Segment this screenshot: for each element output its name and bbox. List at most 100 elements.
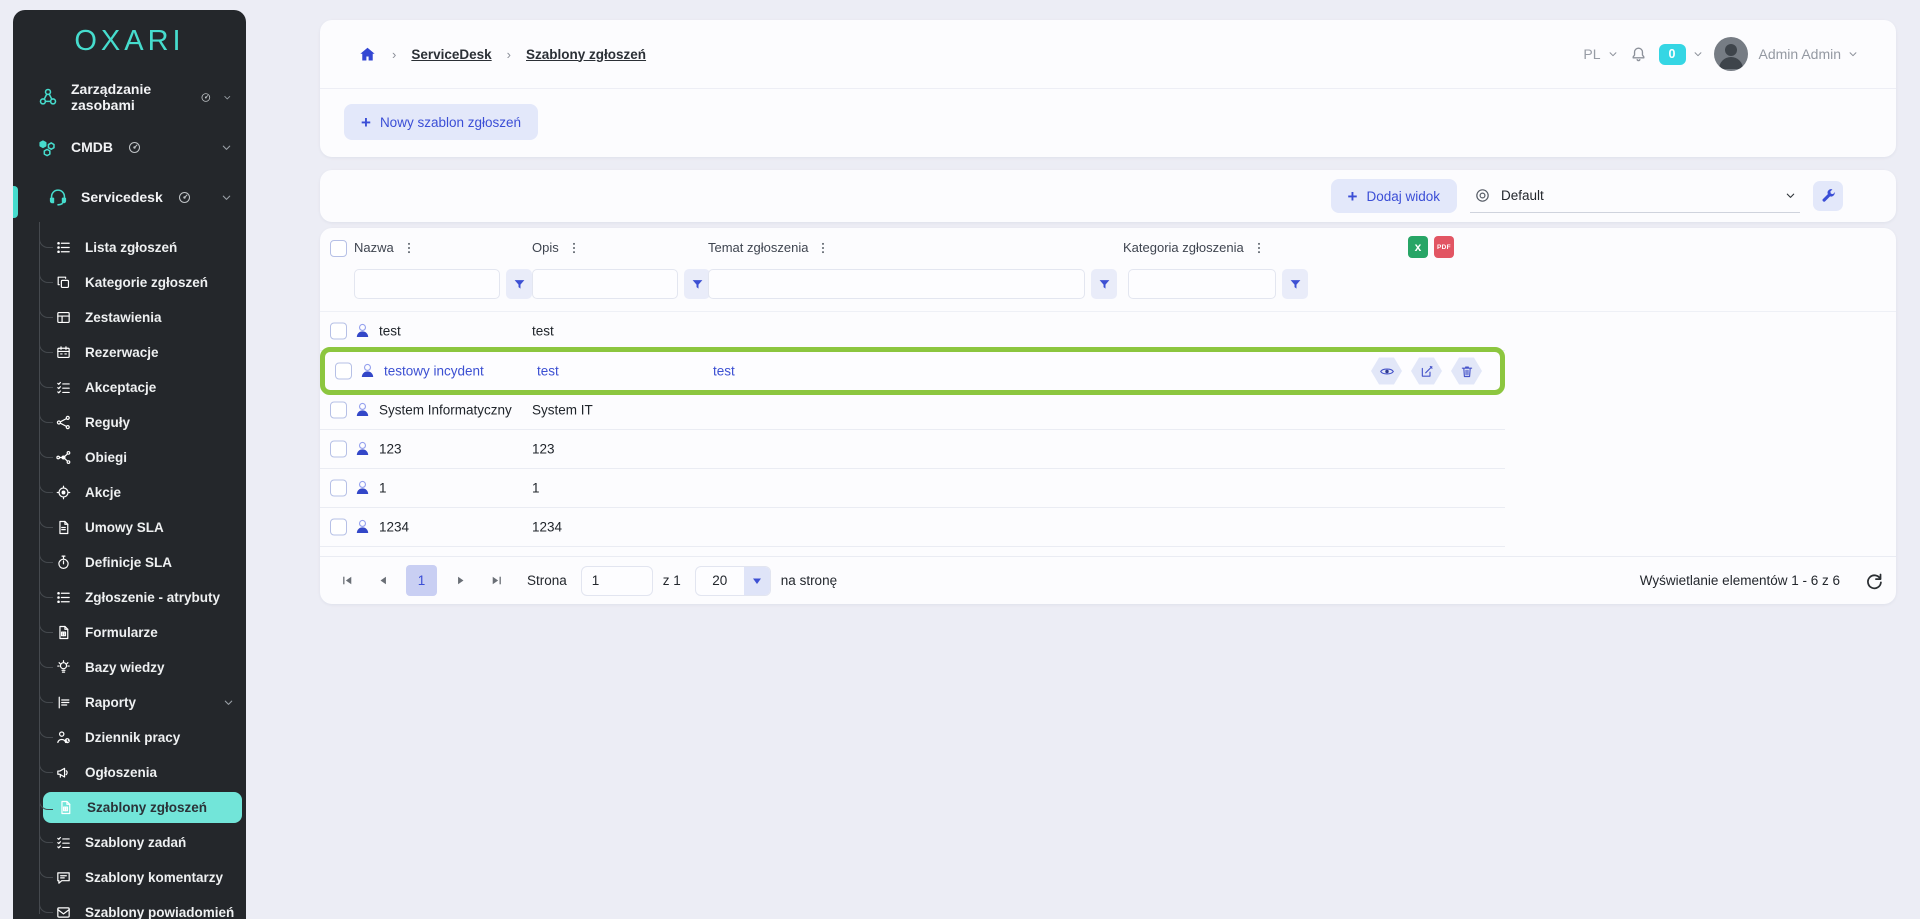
filter-kategoria-input[interactable] [1128,269,1276,299]
sidebar-item[interactable]: Szablony komentarzy [13,860,246,895]
edit-row-button[interactable] [1411,357,1442,385]
filter-kategoria-button[interactable] [1282,269,1308,299]
table-row[interactable]: System Informatyczny System IT [320,391,1505,430]
add-view-button[interactable]: + Dodaj widok [1330,179,1457,213]
item-icon [55,659,72,676]
page-number-input[interactable] [580,565,653,596]
gauge-icon [200,90,212,105]
filter-opis-button[interactable] [684,269,710,299]
column-menu-icon[interactable] [402,241,416,255]
funnel-icon [691,278,704,291]
section-icon [37,136,59,158]
new-template-button[interactable]: + Nowy szablon zgłoszeń [344,104,539,140]
cell-nazwa: 1 [354,480,387,497]
table-row[interactable]: 1 1 [320,469,1505,508]
sidebar-item[interactable]: Akceptacje [13,370,246,405]
template-person-icon [354,402,371,419]
row-checkbox[interactable] [330,479,347,497]
breadcrumb-servicedesk[interactable]: ServiceDesk [411,46,492,62]
table-row[interactable]: test test [320,312,1505,351]
prev-page-icon [377,574,390,587]
table-row[interactable]: 123 123 [320,430,1505,469]
breadcrumb-current[interactable]: Szablony zgłoszeń [526,46,647,62]
chevron-down-icon [1785,190,1796,201]
export-excel-icon[interactable]: x [1408,236,1428,258]
sidebar-item[interactable]: Szablony zadań [13,825,246,860]
sidebar-item[interactable]: Umowy SLA [13,510,246,545]
select-all-checkbox[interactable] [330,240,347,257]
column-menu-icon[interactable] [567,241,581,255]
last-page-button[interactable] [483,568,509,594]
table-row[interactable]: testowy incydent test test [320,347,1505,395]
language-label: PL [1583,46,1601,62]
row-checkbox[interactable] [330,440,347,458]
column-menu-icon[interactable] [1252,241,1266,255]
sidebar-item[interactable]: Szablony zgłoszeń [39,792,242,823]
cell-opis: 1 [532,480,540,496]
sidebar-section[interactable]: CMDB [13,122,246,172]
avatar[interactable] [1713,37,1748,71]
item-label: Bazy wiedzy [85,660,165,675]
home-icon[interactable] [358,45,377,64]
prev-page-button[interactable] [370,568,396,594]
sidebar-section[interactable]: Servicedesk [13,172,246,222]
filter-opis-input[interactable] [532,269,678,299]
notifications-bell-icon[interactable] [1629,45,1648,64]
cell-opis: test [532,323,554,339]
sidebar-item[interactable]: Zgłoszenie - atrybuty [13,580,246,615]
sidebar-item[interactable]: Szablony powiadomień [13,895,246,919]
breadcrumb: › ServiceDesk › Szablony zgłoszeń PL 0 A… [320,20,1896,89]
current-page-button[interactable]: 1 [406,565,437,596]
table-row[interactable]: 1234 1234 [320,508,1505,547]
user-menu[interactable]: Admin Admin [1759,46,1858,62]
page-label: Strona [527,573,567,588]
item-icon [55,309,72,326]
chevron-down-icon [1848,49,1858,59]
first-page-icon [341,574,354,587]
first-page-button[interactable] [334,568,360,594]
sidebar-item[interactable]: Zestawienia [13,300,246,335]
view-settings-button[interactable] [1813,181,1843,211]
sidebar-item[interactable]: Bazy wiedzy [13,650,246,685]
sidebar-item[interactable]: Lista zgłoszeń [13,230,246,265]
refresh-icon [1864,571,1884,591]
page-of-total: z 1 [662,573,681,588]
sidebar-item[interactable]: Dziennik pracy [13,720,246,755]
user-name: Admin Admin [1758,46,1841,62]
filter-nazwa-button[interactable] [506,269,532,299]
sidebar-item[interactable]: Definicje SLA [13,545,246,580]
delete-row-button[interactable] [1451,357,1482,385]
filter-temat-input[interactable] [708,269,1085,299]
column-menu-icon[interactable] [816,241,830,255]
filter-nazwa-input[interactable] [354,269,500,299]
app-logo[interactable]: OXARI [74,24,185,57]
gauge-icon [177,190,192,205]
row-checkbox[interactable] [330,518,347,536]
sidebar-item[interactable]: Obiegi [13,440,246,475]
column-header-kategoria: Kategoria zgłoszenia [1123,240,1266,255]
sidebar-item[interactable]: Reguły [13,405,246,440]
sidebar-item[interactable]: Kategorie zgłoszeń [13,265,246,300]
view-row-button[interactable] [1371,357,1402,385]
export-pdf-icon[interactable]: PDF [1434,236,1454,258]
sidebar-section[interactable]: Zarządzanie zasobami [13,72,246,122]
row-checkbox[interactable] [330,322,347,340]
row-checkbox[interactable] [335,362,352,380]
sidebar-item[interactable]: Raporty [13,685,246,720]
wrench-icon [1820,188,1837,205]
table-header: Nazwa Opis Temat zgłoszenia Kategoria zg… [320,228,1896,312]
item-icon [55,239,72,256]
row-checkbox[interactable] [330,401,347,419]
refresh-button[interactable] [1864,571,1884,591]
filter-temat-button[interactable] [1091,269,1117,299]
sidebar-item[interactable]: Rezerwacje [13,335,246,370]
sidebar-item[interactable]: Ogłoszenia [13,755,246,790]
language-selector[interactable]: PL [1583,46,1617,62]
notification-count-badge: 0 [1658,43,1686,65]
sidebar-item[interactable]: Akcje [13,475,246,510]
next-page-button[interactable] [447,568,473,594]
sidebar-item[interactable]: Formularze [13,615,246,650]
notifications-dropdown[interactable]: 0 [1658,43,1703,65]
page-size-select[interactable]: 20 [694,565,771,596]
view-selector[interactable]: Default [1470,179,1800,213]
